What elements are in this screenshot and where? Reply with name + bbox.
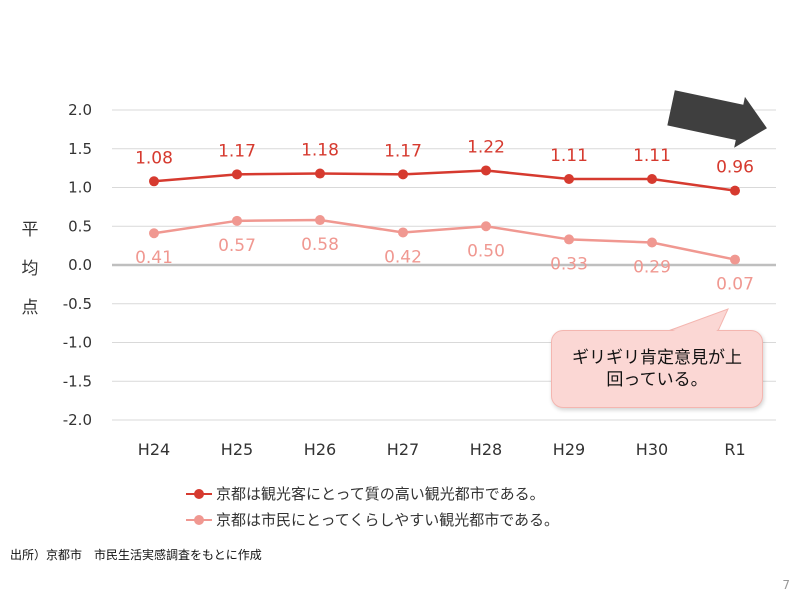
series-group xyxy=(149,165,740,265)
data-point xyxy=(315,215,325,226)
x-tick-label: H30 xyxy=(636,440,668,459)
data-label: 0.42 xyxy=(384,247,422,267)
data-label: 0.41 xyxy=(135,248,173,268)
data-label: 0.33 xyxy=(550,254,588,274)
y-tick-labels: 2.0 1.5 1.0 0.5 0.0 -0.5 -1.0 -1.5 -2.0 xyxy=(63,101,92,429)
data-point xyxy=(149,228,159,239)
data-point xyxy=(647,237,657,248)
annotation-callout: ギリギリ肯定意見が上回っている。 xyxy=(551,330,763,408)
y-tick-label: -1.0 xyxy=(63,334,92,352)
data-label: 1.08 xyxy=(135,148,173,168)
data-label: 1.11 xyxy=(633,146,671,166)
data-point xyxy=(730,254,740,265)
data-label: 0.58 xyxy=(301,235,339,255)
annotation-text: ギリギリ肯定意見が上回っている。 xyxy=(572,348,742,390)
data-label: 0.29 xyxy=(633,258,671,278)
y-tick-label: -0.5 xyxy=(63,295,92,313)
gridlines xyxy=(112,109,776,421)
data-label: 0.57 xyxy=(218,236,256,256)
data-point xyxy=(564,234,574,245)
x-tick-label: H24 xyxy=(138,440,170,459)
y-tick-label: 1.0 xyxy=(68,179,92,197)
x-tick-label: H27 xyxy=(387,440,419,459)
x-tick-label: H28 xyxy=(470,440,502,459)
data-label: 1.17 xyxy=(384,141,422,161)
data-label: 1.11 xyxy=(550,146,588,166)
y-axis-title-char-3: 点 xyxy=(21,298,39,318)
data-point xyxy=(232,215,242,226)
legend-label-2: 京都は市民にとってくらしやすい観光都市である。 xyxy=(216,511,560,529)
y-tick-label: 0.5 xyxy=(68,217,92,235)
data-point xyxy=(232,169,242,180)
data-label: 1.22 xyxy=(467,137,505,157)
data-point xyxy=(481,165,491,176)
trend-arrow-icon xyxy=(667,90,767,148)
data-label: 1.17 xyxy=(218,141,256,161)
y-tick-label: -2.0 xyxy=(63,411,92,429)
y-axis-title-char-2: 均 xyxy=(21,259,39,279)
x-tick-labels: H24 H25 H26 H27 H28 H29 H30 R1 xyxy=(138,440,746,459)
series-line-2 xyxy=(153,218,736,261)
data-label: 0.96 xyxy=(716,158,754,178)
legend-swatch-2 xyxy=(186,514,212,526)
legend-item-1: 京都は観光客にとって質の高い観光都市である。 xyxy=(186,483,545,504)
legend-label-1: 京都は観光客にとって質の高い観光都市である。 xyxy=(216,485,545,503)
x-tick-label: R1 xyxy=(724,440,745,459)
y-tick-label: -1.5 xyxy=(63,372,92,390)
legend-swatch-1 xyxy=(186,488,212,500)
legend-item-2: 京都は市民にとってくらしやすい観光都市である。 xyxy=(186,509,559,530)
data-labels-group: 1.08 1.17 1.18 1.17 1.22 1.11 1.11 0.96 0.41 0.57… xyxy=(135,137,754,294)
y-tick-label: 2.0 xyxy=(68,101,92,119)
page-number: 7 xyxy=(782,578,790,592)
series-line-1 xyxy=(153,169,736,192)
y-tick-label: 1.5 xyxy=(68,140,92,158)
data-point xyxy=(149,176,159,187)
data-point xyxy=(398,169,408,180)
data-point xyxy=(730,185,740,196)
data-point xyxy=(564,173,574,184)
y-axis-title-char-1: 平 xyxy=(21,220,39,240)
data-point xyxy=(481,221,491,232)
data-point xyxy=(315,168,325,179)
x-tick-label: H25 xyxy=(221,440,253,459)
y-tick-label: 0.0 xyxy=(68,256,92,274)
data-label: 0.07 xyxy=(716,275,754,295)
x-tick-label: H26 xyxy=(304,440,336,459)
data-label: 1.18 xyxy=(301,141,339,161)
data-point xyxy=(398,227,408,238)
source-note: 出所）京都市 市民生活実感調査をもとに作成 xyxy=(10,548,262,562)
data-label: 0.50 xyxy=(467,241,505,261)
x-tick-label: H29 xyxy=(553,440,585,459)
data-point xyxy=(647,173,657,184)
